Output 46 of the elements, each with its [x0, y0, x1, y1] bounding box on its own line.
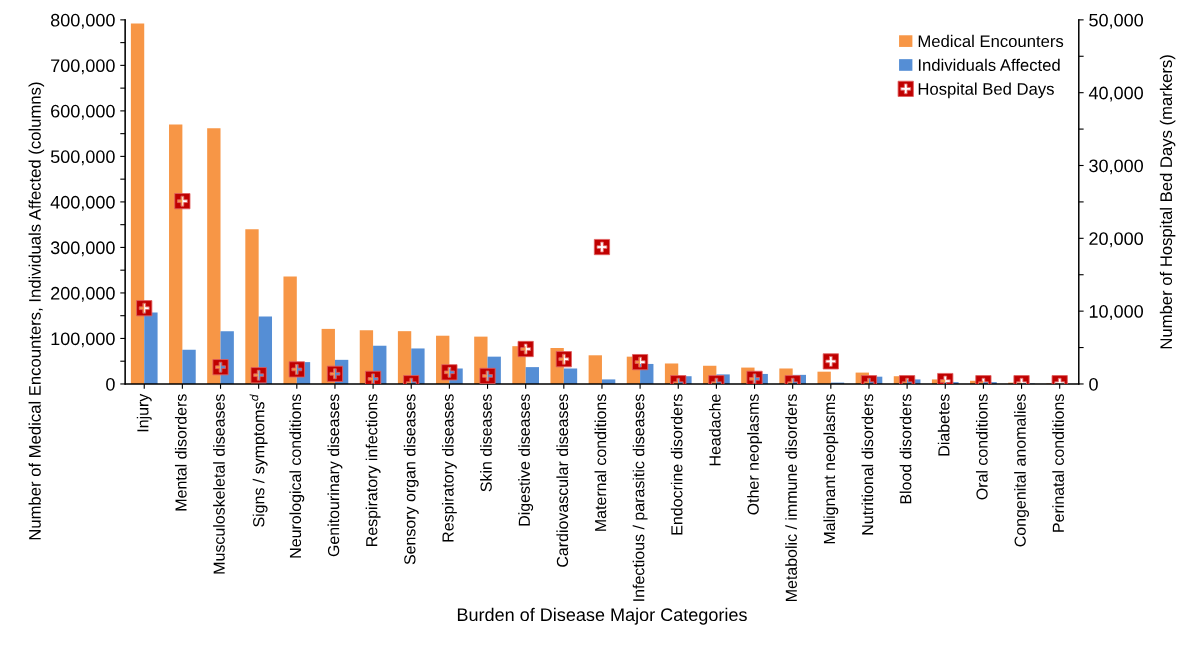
legend-label: Hospital Bed Days	[918, 82, 1054, 99]
x-tick-label: Diabetes	[937, 394, 950, 456]
y2-tick-label: 0	[1089, 377, 1098, 391]
y-tick-label: 800,000	[50, 13, 115, 29]
y-tick-label: 400,000	[50, 195, 115, 211]
y-tick-label: 300,000	[50, 241, 115, 257]
x-tick-label: Blood disorders	[899, 394, 912, 504]
y2-axis-title: Number of Hospital Bed Days (markers)	[1159, 55, 1176, 349]
x-tick-label: Oral conditions	[975, 394, 988, 500]
x-axis-title: Burden of Disease Major Categories	[457, 607, 747, 625]
x-tick-label: Skin diseases	[480, 394, 492, 492]
y-tick-label: 100,000	[51, 332, 115, 348]
y2-tick-label: 20,000	[1089, 232, 1143, 248]
y-tick-label: 700,000	[51, 59, 115, 75]
x-tick-label: Neurological conditions	[289, 394, 305, 558]
x-tick-label: Respiratory diseases	[441, 394, 457, 542]
legend-label: Individuals Affected	[918, 58, 1060, 71]
y-tick-label: 600,000	[51, 104, 115, 120]
x-tick-label: Sensory organ diseases	[403, 394, 419, 565]
x-tick-label: Infectious / parasitic diseases	[632, 394, 648, 601]
y-tick-label: 0	[106, 377, 115, 391]
y-tick-label: 500,000	[50, 150, 115, 166]
x-tick-label: Metabolic / immune disorders	[785, 394, 797, 601]
y2-tick-label: 30,000	[1089, 159, 1143, 175]
x-tick-label: Respiratory infections	[365, 394, 381, 546]
y2-tick-label: 50,000	[1089, 13, 1143, 29]
x-tick-label: Cardiovascular diseases	[556, 394, 569, 567]
x-tick-label: Endocrine disorders	[670, 394, 683, 535]
x-tick-label: Headache	[708, 394, 721, 466]
x-tick-label: Injury	[136, 393, 152, 432]
legend-label: Medical Encounters	[918, 34, 1064, 48]
x-tick-label: Congenital anomalies	[1014, 394, 1029, 547]
x-tick-label: Nutritional disorders	[861, 394, 874, 535]
x-tick-label: Maternal conditions	[594, 394, 607, 531]
x-tick-label: Signs / symptoms$^{d}$	[249, 394, 268, 527]
y2-tick-label: 40,000	[1088, 86, 1143, 102]
x-tick-label: Other neoplasms	[747, 394, 762, 515]
x-tick-label: Perinatal conditions	[1052, 394, 1064, 532]
y-axis-title: Number of Medical Encounters, Individuals Affected (columns)	[28, 82, 45, 540]
x-tick-label: Malignant neoplasms	[823, 394, 839, 544]
y2-tick-label: 10,000	[1089, 305, 1143, 320]
x-tick-label: Mental disorders	[174, 394, 187, 511]
x-tick-label: Musculoskeletal diseases	[213, 394, 225, 574]
y-tick-label: 200,000	[51, 286, 115, 302]
x-tick-label: Genitourinary diseases	[327, 394, 343, 557]
x-tick-label: Digestive diseases	[518, 394, 534, 526]
